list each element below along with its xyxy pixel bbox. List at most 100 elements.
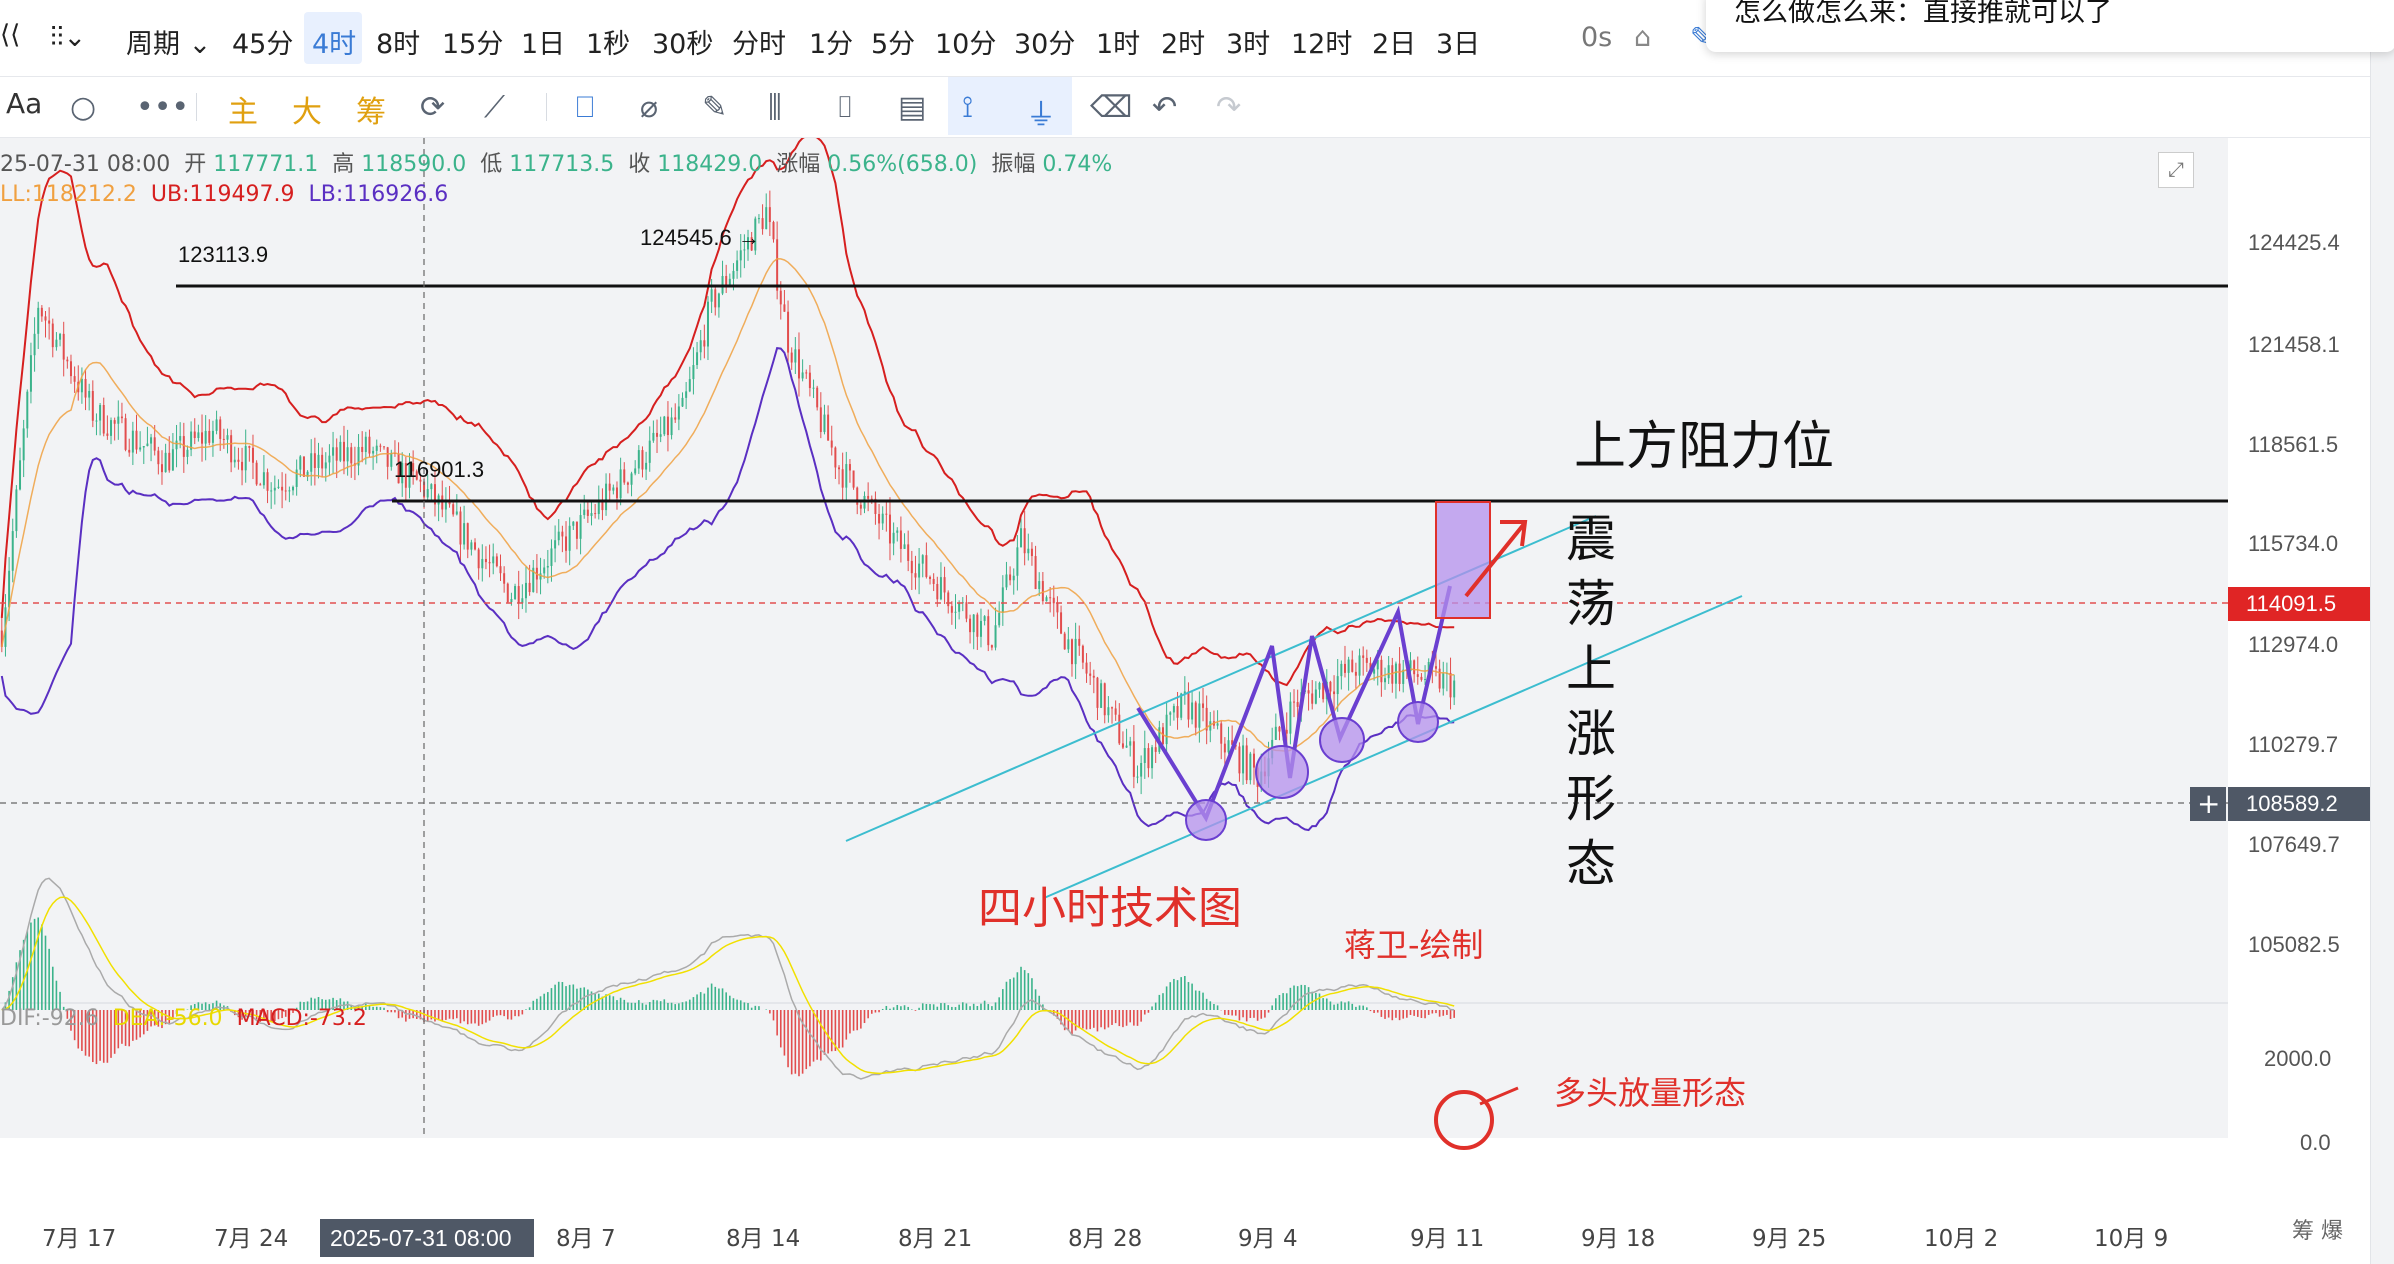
- indicator-big[interactable]: 大: [292, 95, 322, 130]
- axes-group: 124425.4 121458.1 118561.5 115734.0 112974.0…: [0, 230, 2370, 1264]
- candle-body: [412, 463, 415, 472]
- period-1m[interactable]: 1分: [809, 29, 854, 60]
- font-button[interactable]: Aa: [6, 87, 43, 120]
- redo-icon[interactable]: ↷: [1216, 90, 1242, 125]
- candle-body: [878, 514, 881, 524]
- candle-body: [543, 567, 546, 574]
- period-30s[interactable]: 30秒: [652, 29, 714, 60]
- candle-body: [903, 544, 906, 549]
- period-1h[interactable]: 1时: [1096, 29, 1141, 60]
- candle-body: [22, 428, 25, 461]
- camera-icon[interactable]: ⌂: [1634, 22, 1652, 53]
- lock-icon[interactable]: ⌷: [836, 90, 854, 125]
- candle-body: [1085, 662, 1088, 674]
- candles-icon[interactable]: ⫼: [768, 90, 782, 125]
- candle-body: [1322, 682, 1325, 700]
- period-4h[interactable]: 4时: [312, 29, 357, 60]
- sync-icon[interactable]: ⟳: [420, 90, 446, 125]
- period-2d[interactable]: 2日: [1372, 29, 1417, 60]
- period-12h[interactable]: 12时: [1291, 29, 1353, 60]
- candle-body: [346, 447, 349, 462]
- period-10m[interactable]: 10分: [935, 29, 997, 60]
- candle-body: [281, 486, 284, 491]
- chart-area[interactable]: 123113.9 124545.6 → 116901.3 上方阻力位震荡上涨形态四小时…: [0, 138, 2394, 1264]
- candle-body: [754, 218, 757, 251]
- pen-icon[interactable]: ✎: [702, 90, 728, 125]
- candle-body: [1154, 747, 1157, 752]
- candle-body: [1449, 672, 1452, 698]
- candle-body: [619, 469, 622, 499]
- candle-body: [455, 511, 458, 515]
- candle-body: [1343, 663, 1346, 673]
- indicator-main[interactable]: 主: [228, 95, 258, 130]
- boll-mid: LL:118212.2: [0, 182, 137, 207]
- undo-icon[interactable]: ↶: [1152, 90, 1178, 125]
- candlestick-chart[interactable]: 123113.9 124545.6 → 116901.3 上方阻力位震荡上涨形态四小时…: [0, 138, 2394, 1264]
- candle-body: [1209, 721, 1212, 731]
- period-8h[interactable]: 8时: [376, 29, 421, 60]
- period-1d[interactable]: 1日: [521, 29, 566, 60]
- period-3d[interactable]: 3日: [1436, 29, 1481, 60]
- candle-body: [823, 414, 826, 433]
- bookmark-icon[interactable]: ⎕: [576, 90, 594, 125]
- period-5m[interactable]: 5分: [871, 29, 916, 60]
- period-3h[interactable]: 3时: [1226, 29, 1271, 60]
- candle-body: [1296, 702, 1299, 707]
- candle-body: [295, 469, 298, 487]
- candle-body: [888, 514, 891, 544]
- period-15m[interactable]: 15分: [442, 29, 504, 60]
- pattern-zigzag-line: [1136, 585, 1452, 823]
- indicator-chips[interactable]: 筹: [356, 95, 386, 130]
- magnet-icon[interactable]: ⟟: [962, 90, 974, 125]
- candle-body: [736, 260, 739, 271]
- period-30m[interactable]: 30分: [1014, 29, 1076, 60]
- candle-body: [1125, 745, 1128, 748]
- candle-body: [335, 447, 338, 461]
- candle-body: [168, 452, 171, 471]
- right-scroll-edge[interactable]: [2370, 0, 2394, 1264]
- candle-body: [1202, 703, 1205, 708]
- candle-type-icon[interactable]: ⫶⫶⌄: [50, 22, 87, 53]
- trend-tool-icon[interactable]: ⟋: [484, 90, 505, 125]
- candle-body: [1191, 702, 1194, 720]
- candle-body: [1216, 723, 1219, 726]
- candle-body: [1318, 682, 1321, 690]
- candle-body: [208, 430, 211, 443]
- ruler-icon[interactable]: ⌀: [640, 90, 659, 125]
- candle-body: [670, 417, 673, 436]
- info-datetime: 25-07-31 08:00: [0, 152, 171, 177]
- candle-body: [728, 278, 731, 286]
- filter-icon[interactable]: ⏚: [1026, 98, 1056, 133]
- candle-body: [998, 612, 1001, 626]
- candle-body: [106, 433, 109, 436]
- candle-body: [1362, 655, 1365, 658]
- collapse-icon[interactable]: ⟨⟨: [0, 20, 21, 50]
- candle-body: [794, 349, 797, 363]
- candle-body: [131, 430, 134, 453]
- candle-body: [1089, 673, 1092, 676]
- note-icon[interactable]: ▤: [898, 90, 927, 125]
- period-dropdown[interactable]: 周期 ⌄: [126, 29, 212, 60]
- macd-tick-label: 2000.0: [2264, 1046, 2331, 1071]
- fullscreen-icon[interactable]: ⤢: [2158, 152, 2194, 188]
- period-2h[interactable]: 2时: [1161, 29, 1206, 60]
- candle-body: [514, 586, 517, 600]
- candle-body: [1380, 659, 1383, 683]
- dif-line: [1, 877, 1455, 1080]
- candle-body: [696, 352, 699, 366]
- period-45m[interactable]: 45分: [232, 29, 294, 60]
- candle-body: [40, 307, 43, 317]
- candle-body: [1205, 707, 1208, 731]
- candle-body: [605, 483, 608, 511]
- more-icon[interactable]: •••: [136, 90, 190, 125]
- candle-body: [226, 435, 229, 440]
- period-tick[interactable]: 分时: [732, 29, 786, 60]
- candle-body: [15, 489, 18, 532]
- circle-icon[interactable]: ○: [70, 90, 97, 125]
- candle-body: [102, 405, 105, 434]
- trash-icon[interactable]: ⌫: [1090, 90, 1133, 125]
- candle-body: [1187, 691, 1190, 720]
- candle-body: [193, 431, 196, 438]
- channel-lower-line: [1043, 595, 1743, 899]
- period-1s[interactable]: 1秒: [586, 29, 631, 60]
